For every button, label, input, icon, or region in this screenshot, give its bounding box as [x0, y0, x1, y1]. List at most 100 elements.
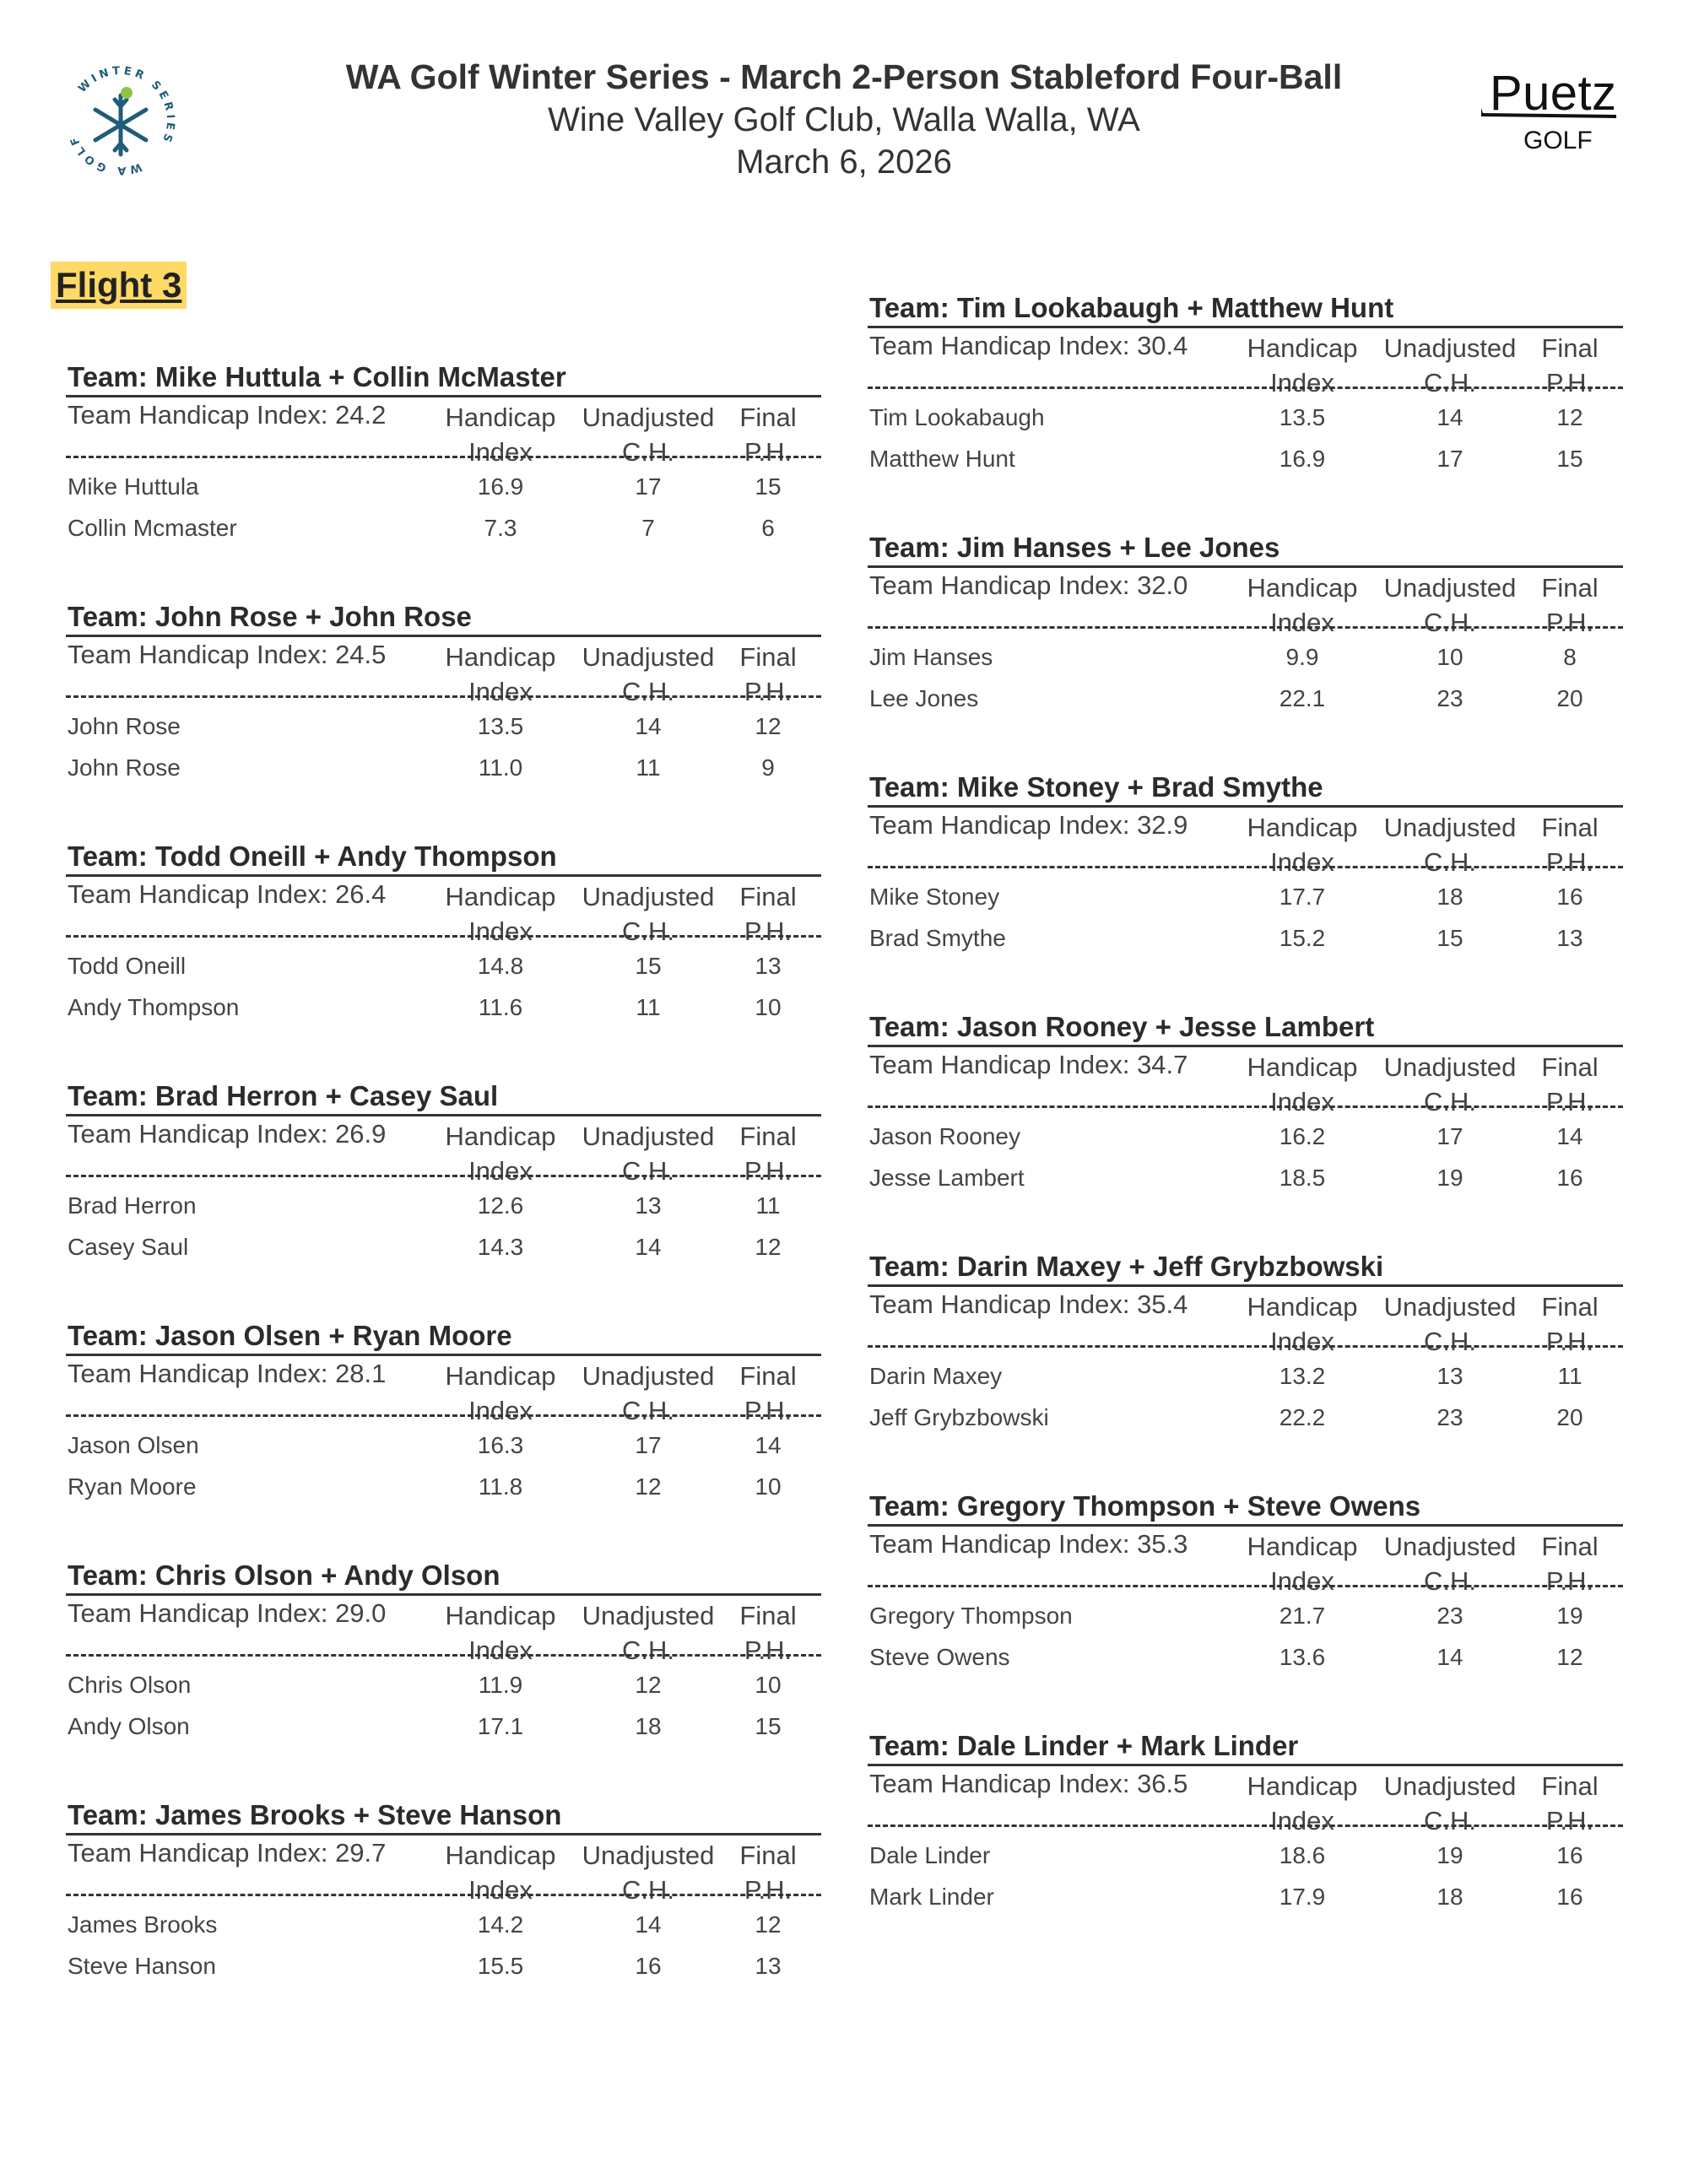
column-header-hi: Handicap Index	[1231, 331, 1374, 400]
column-header-ph: Final P.H.	[696, 1119, 840, 1188]
dashed-rule	[66, 935, 821, 938]
player-ch: 13	[1436, 1363, 1463, 1389]
player-ph: 12	[755, 1911, 782, 1938]
player-name: Todd Oneill	[68, 953, 187, 979]
event-date: March 6, 2026	[736, 143, 952, 181]
column-header-ch: Unadjusted C.H.	[576, 640, 720, 709]
player-ph: 15	[755, 1713, 782, 1739]
column-header-line: Unadjusted	[1383, 573, 1517, 603]
player-ph: 16	[1556, 884, 1583, 910]
column-header-line: Index	[1270, 1087, 1334, 1116]
column-header-ph: Final P.H.	[696, 1838, 840, 1907]
column-header-line: P.H.	[744, 437, 793, 467]
dashed-rule	[66, 456, 821, 458]
dashed-rule	[66, 1894, 821, 1896]
title-rule	[868, 1045, 1623, 1047]
column-header-line: Unadjusted	[582, 642, 715, 672]
player-ch: 14	[1436, 404, 1463, 430]
column-header-line: Handicap	[445, 1601, 556, 1630]
player-ph: 11	[755, 1192, 781, 1219]
team-handicap-index: Team Handicap Index: 29.7	[68, 1838, 387, 1868]
player-hi: 7.3	[484, 515, 517, 541]
column-header-hi: Handicap Index	[429, 1838, 572, 1907]
player-ph: 20	[1556, 1404, 1583, 1430]
player-ph: 10	[755, 1672, 782, 1698]
player-ch: 23	[1436, 1404, 1463, 1430]
team-handicap-index: Team Handicap Index: 24.5	[68, 640, 387, 669]
player-ph: 15	[1556, 446, 1583, 472]
player-name: Collin Mcmaster	[68, 515, 237, 541]
team-handicap-index: Team Handicap Index: 34.7	[869, 1050, 1188, 1079]
column-header-line: Index	[468, 1875, 533, 1905]
player-ph: 16	[1556, 1842, 1583, 1868]
team-title: Team: Jim Hanses + Lee Jones	[869, 532, 1280, 563]
column-header-line: Index	[1270, 1566, 1334, 1596]
column-header-line: P.H.	[1545, 1806, 1594, 1835]
team-handicap-index: Team Handicap Index: 32.0	[869, 570, 1188, 600]
team-title: Team: Mike Stoney + Brad Smythe	[869, 771, 1323, 803]
player-name: Mark Linder	[869, 1884, 994, 1910]
column-header-line: C.H.	[622, 1635, 674, 1665]
column-header-hi: Handicap Index	[429, 1119, 572, 1188]
player-name: Jason Olsen	[68, 1432, 199, 1458]
column-header-line: Handicap	[1247, 333, 1358, 363]
player-ch: 12	[635, 1672, 662, 1698]
column-header-ph: Final P.H.	[1498, 331, 1642, 400]
player-hi: 16.3	[477, 1432, 524, 1458]
column-header-line: C.H.	[1424, 368, 1476, 397]
player-name: James Brooks	[68, 1911, 218, 1938]
column-header-line: Handicap	[445, 1841, 556, 1870]
player-name: Jim Hanses	[869, 644, 993, 670]
column-header-line: Final	[739, 1361, 797, 1391]
column-header-line: P.H.	[744, 1156, 793, 1186]
column-header-line: Unadjusted	[582, 1601, 715, 1630]
player-hi: 17.7	[1279, 884, 1326, 910]
player-name: Tim Lookabaugh	[869, 404, 1045, 430]
dashed-rule	[66, 1414, 821, 1417]
column-header-line: Unadjusted	[1383, 813, 1517, 842]
venue-subtitle: Wine Valley Golf Club, Walla Walla, WA	[548, 101, 1140, 138]
player-hi: 22.1	[1279, 685, 1326, 711]
title-rule	[868, 326, 1623, 328]
player-ch: 11	[636, 754, 661, 781]
player-hi: 13.6	[1279, 1644, 1326, 1670]
player-ph: 13	[755, 1953, 782, 1979]
player-ch: 14	[635, 1234, 662, 1260]
player-name: Steve Hanson	[68, 1953, 216, 1979]
team-title: Team: Dale Linder + Mark Linder	[869, 1730, 1299, 1761]
dashed-rule	[66, 695, 821, 698]
player-ch: 15	[635, 953, 662, 979]
player-name: John Rose	[68, 713, 181, 739]
column-header-line: Final	[1541, 813, 1599, 842]
team-title: Team: Brad Herron + Casey Saul	[68, 1080, 499, 1111]
column-header-ph: Final P.H.	[696, 1598, 840, 1668]
team-handicap-index: Team Handicap Index: 26.4	[68, 879, 387, 909]
player-name: Brad Herron	[68, 1192, 197, 1219]
player-name: Ryan Moore	[68, 1473, 197, 1500]
column-header-line: Handicap	[1247, 573, 1358, 603]
column-header-hi: Handicap Index	[1231, 1529, 1374, 1598]
column-header-line: Index	[468, 1635, 533, 1665]
player-hi: 11.6	[478, 994, 523, 1020]
player-hi: 15.5	[477, 1953, 524, 1979]
column-header-line: C.H.	[622, 677, 674, 706]
player-ch: 12	[635, 1473, 662, 1500]
player-ch: 19	[1436, 1165, 1463, 1191]
player-hi: 15.2	[1279, 925, 1326, 951]
player-ch: 14	[635, 1911, 662, 1938]
player-name: Darin Maxey	[869, 1363, 1003, 1389]
column-header-line: Unadjusted	[1383, 1771, 1517, 1801]
column-header-line: Final	[739, 642, 797, 672]
column-header-line: Handicap	[445, 882, 556, 911]
column-header-line: C.H.	[622, 916, 674, 946]
player-hi: 16.2	[1279, 1123, 1326, 1149]
player-ch: 17	[635, 473, 662, 500]
player-ch: 17	[1436, 1123, 1463, 1149]
dashed-rule	[66, 1654, 821, 1657]
player-name: Lee Jones	[869, 685, 979, 711]
team-handicap-index: Team Handicap Index: 32.9	[869, 810, 1188, 840]
title-rule	[868, 1284, 1623, 1287]
svg-text:Puetz: Puetz	[1490, 66, 1616, 121]
column-header-line: Handicap	[1247, 1532, 1358, 1561]
column-header-ch: Unadjusted C.H.	[1378, 810, 1522, 879]
